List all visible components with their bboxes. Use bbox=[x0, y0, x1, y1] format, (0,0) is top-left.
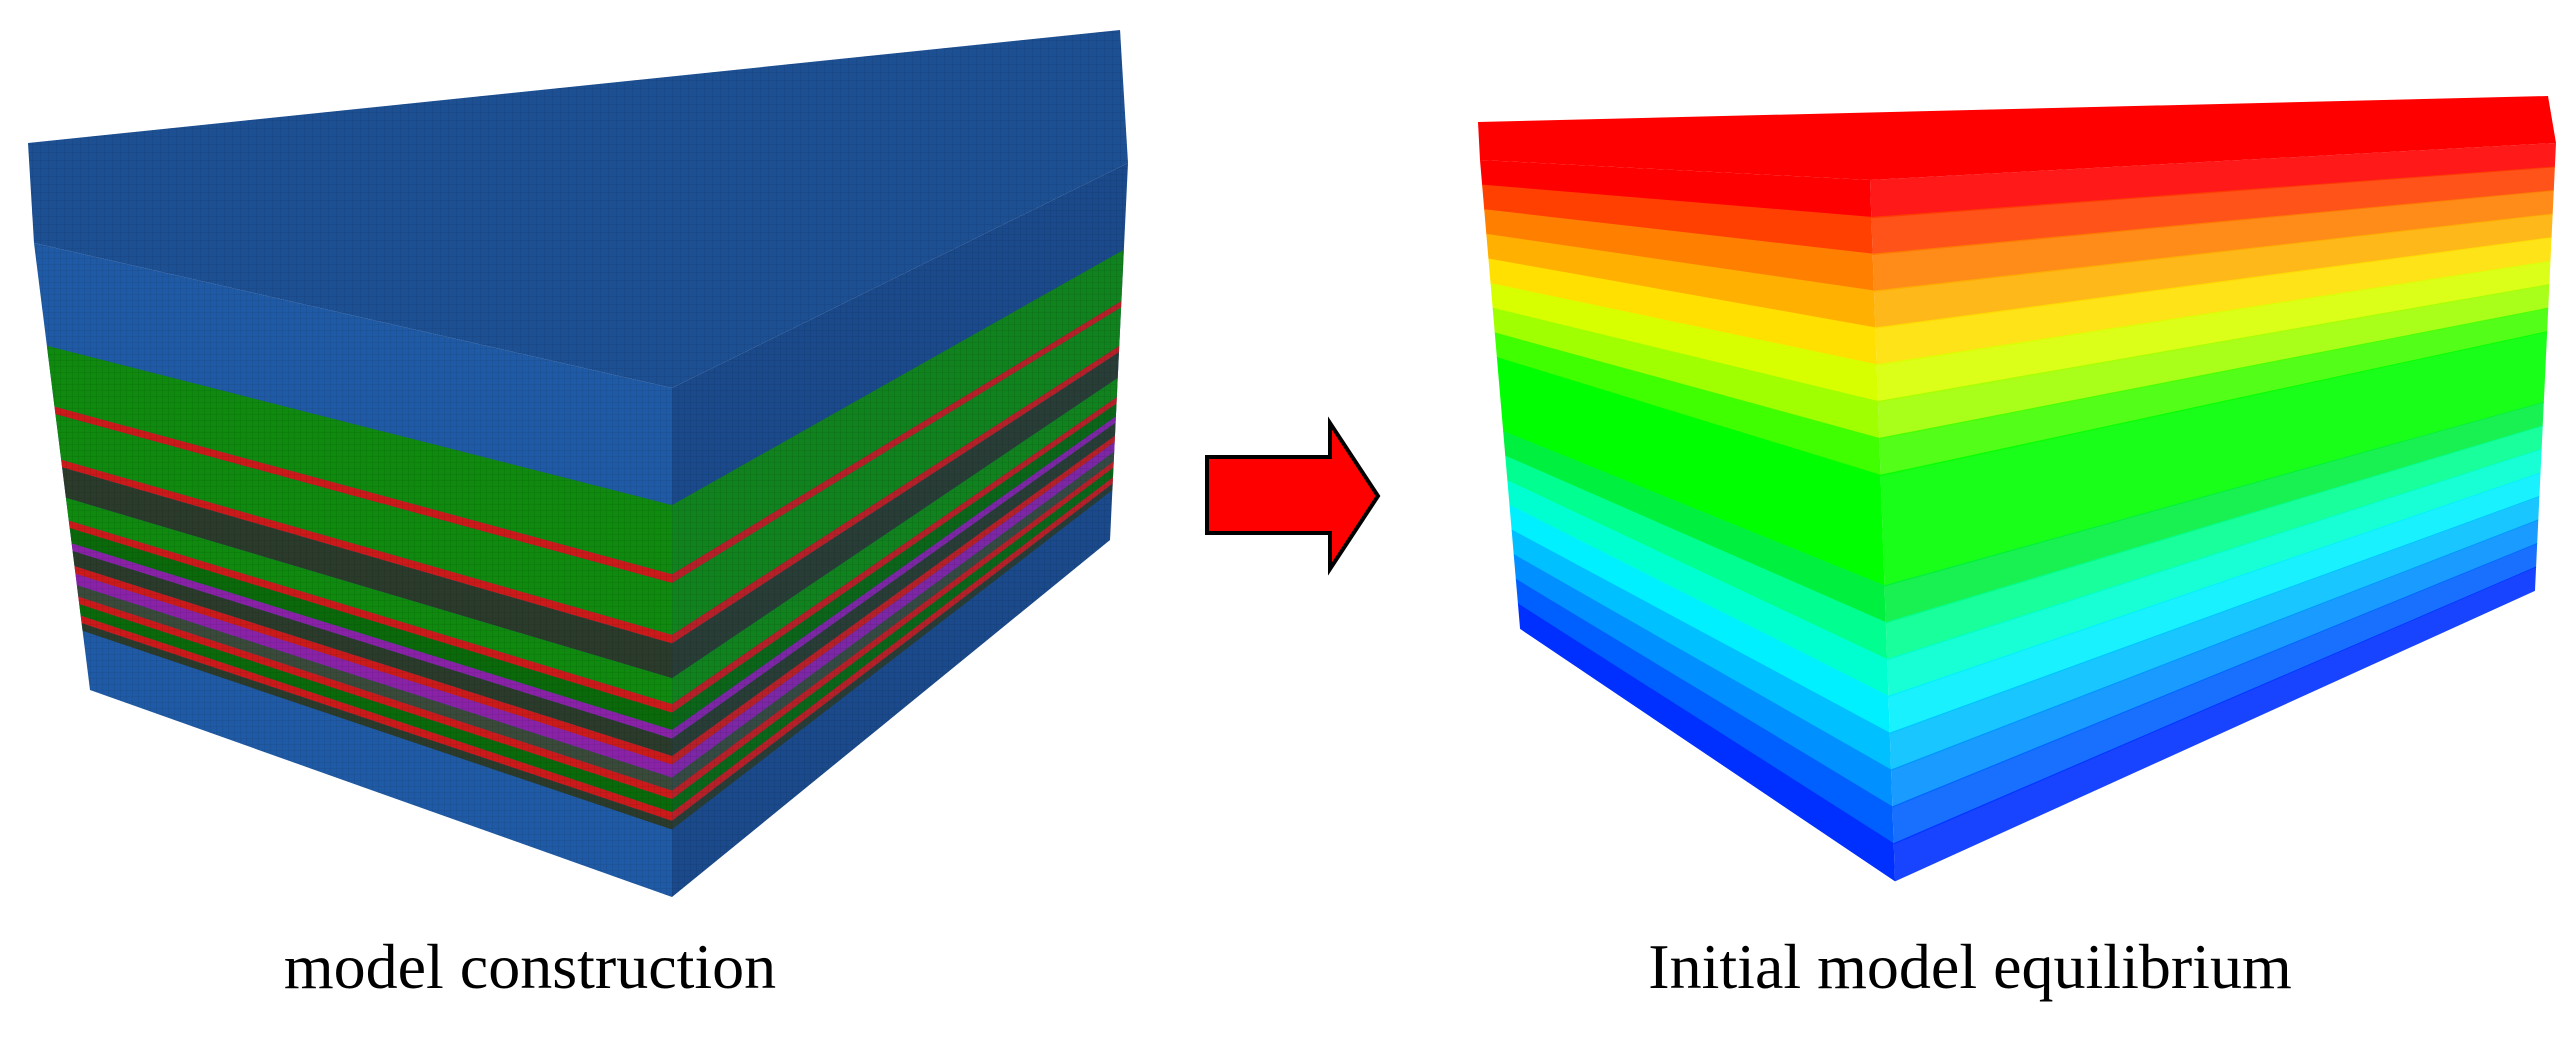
right-front-band bbox=[1515, 578, 1894, 845]
right-side-band bbox=[1877, 284, 2550, 440]
right-side-band bbox=[1879, 307, 2549, 477]
right-side-band bbox=[1872, 190, 2554, 292]
right-side-band bbox=[1891, 519, 2539, 808]
right-front-band bbox=[1509, 504, 1890, 735]
right-front-band bbox=[1488, 258, 1877, 366]
right-side-band bbox=[1875, 237, 2552, 366]
right-front-band bbox=[1496, 357, 1885, 587]
caption-model-construction: model construction bbox=[283, 931, 777, 1002]
right-side-band bbox=[1880, 331, 2548, 587]
arrow-icon bbox=[1205, 416, 1381, 576]
right-front-band bbox=[1513, 554, 1893, 808]
right-front-band bbox=[1517, 603, 1896, 882]
right-front-band bbox=[1482, 184, 1873, 256]
right-side-band bbox=[1873, 213, 2553, 329]
right-front-band bbox=[1490, 283, 1878, 403]
right-side-band bbox=[1887, 448, 2542, 698]
right-side-band bbox=[1892, 542, 2538, 845]
right-side-band bbox=[1888, 472, 2541, 735]
right-front-band bbox=[1492, 307, 1880, 440]
right-front-band bbox=[1494, 332, 1881, 477]
right-side-band bbox=[1871, 166, 2555, 256]
right-side-band bbox=[1893, 566, 2537, 882]
right-side-band bbox=[1885, 425, 2543, 661]
right-front-band bbox=[1505, 455, 1888, 661]
right-front-band bbox=[1503, 430, 1886, 624]
right-front-band bbox=[1484, 209, 1874, 292]
right-front-band bbox=[1480, 160, 1872, 219]
right-front-band bbox=[1486, 233, 1876, 329]
right-side-band bbox=[1876, 260, 2551, 403]
right-front-band bbox=[1511, 529, 1892, 771]
right-top-face bbox=[1478, 96, 2556, 180]
right-side-band bbox=[1884, 401, 2544, 624]
caption-initial-model-equilibrium: Initial model equilibrium bbox=[1648, 931, 2292, 1002]
right-side-band bbox=[1870, 143, 2556, 219]
model-construction-block bbox=[28, 30, 1128, 897]
initial-equilibrium-block bbox=[1478, 96, 2556, 882]
right-side-band bbox=[1889, 495, 2540, 771]
right-front-band bbox=[1507, 480, 1889, 698]
